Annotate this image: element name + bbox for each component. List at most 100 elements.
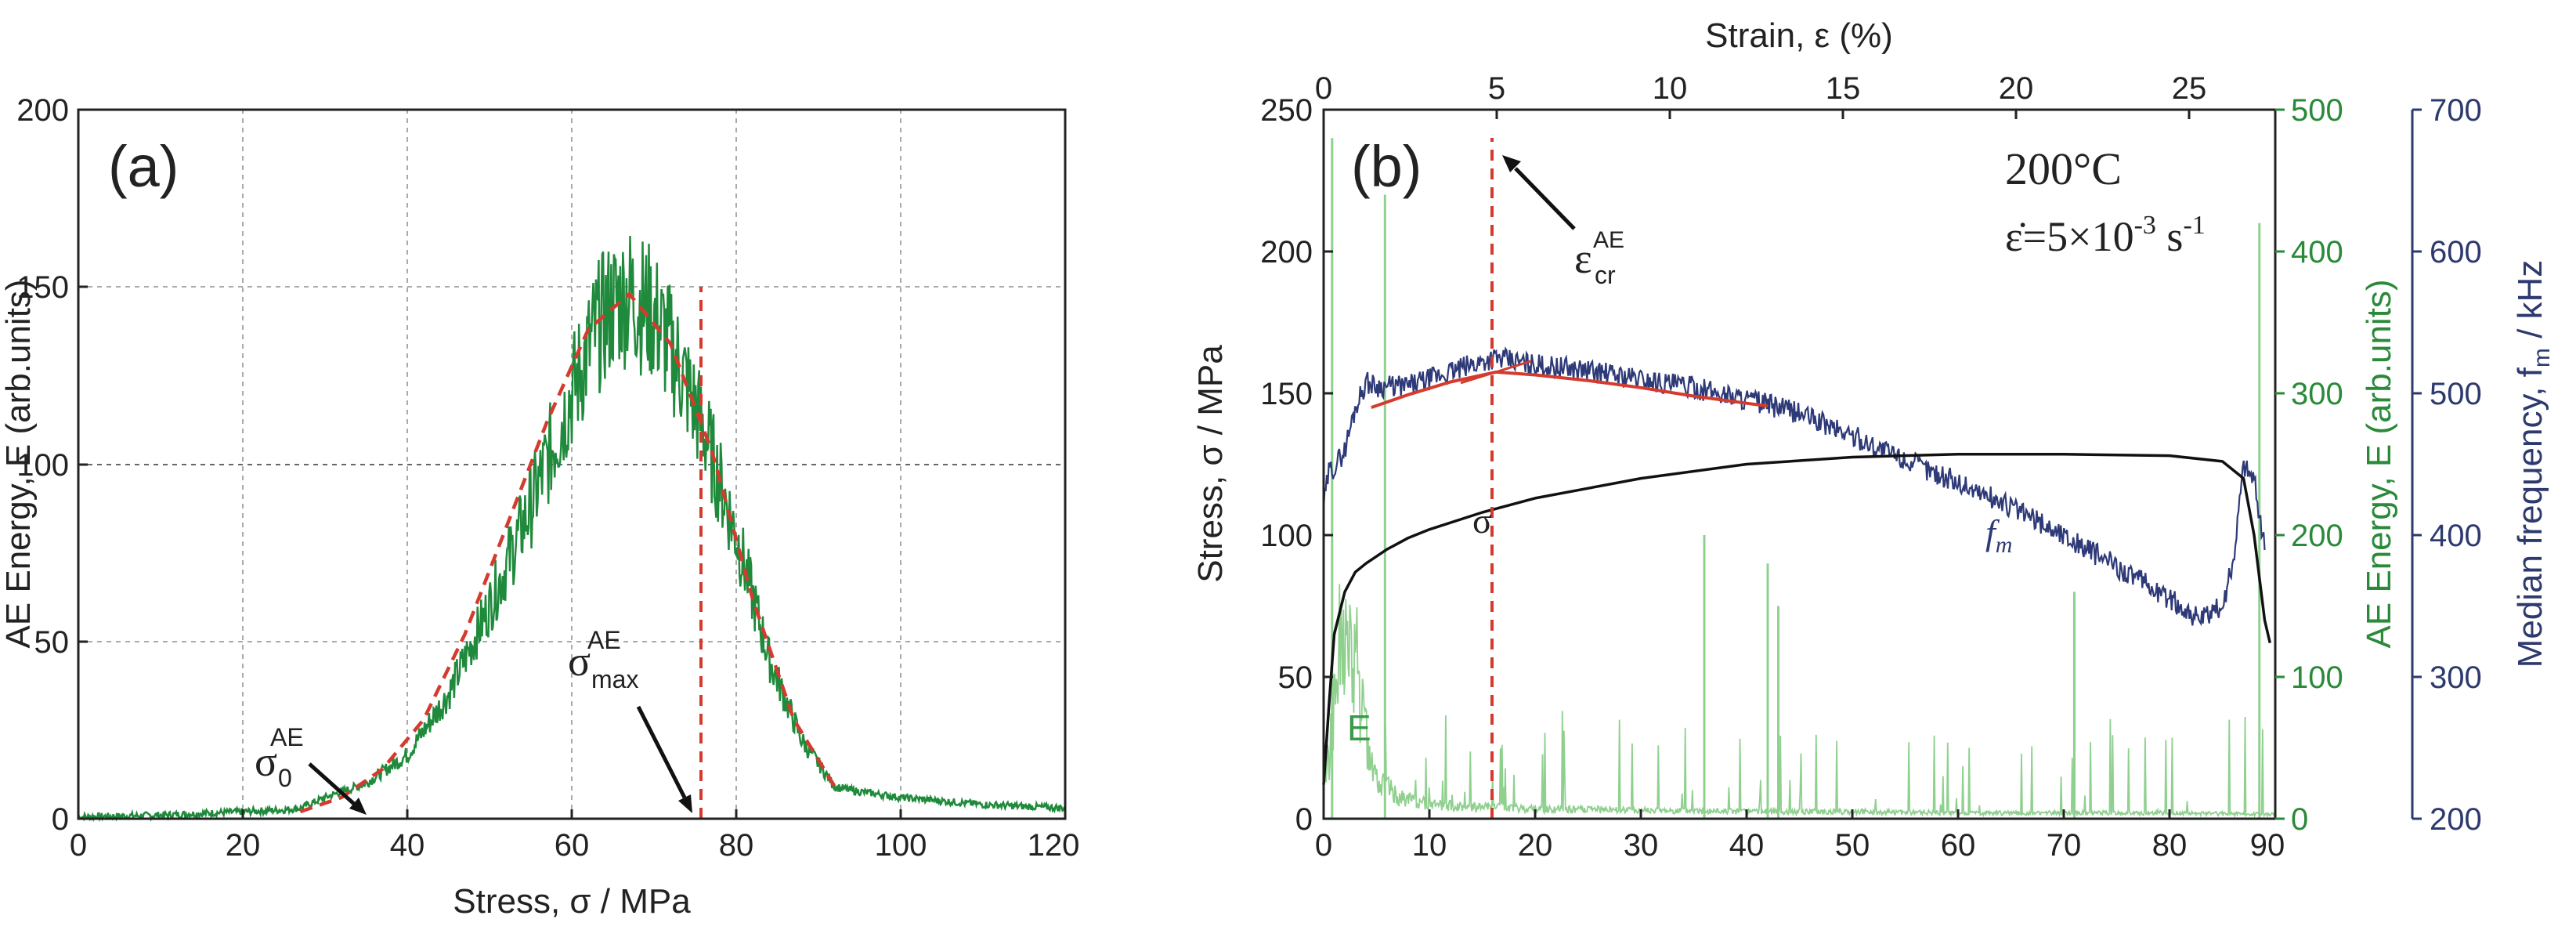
top-x-tick-label: 25 [2172, 71, 2207, 106]
x-tick-label: 60 [1941, 828, 1976, 863]
strain-rate-exp: -3 [2134, 211, 2156, 240]
y-tick-label: 150 [1260, 377, 1313, 411]
y-tick-label: 50 [1278, 660, 1313, 695]
strain-rate-label: ε̇=5×10-3 s-1 [2005, 211, 2206, 260]
panel-a-label: (a) [108, 134, 179, 199]
epsilon-cr-sup: AE [1593, 227, 1624, 253]
panel-b-freq-axis-title: Median frequency, fm / kHz [2511, 260, 2555, 668]
strain-rate-unit: s [2156, 213, 2184, 260]
x-tick-label: 80 [719, 828, 754, 863]
freq-axis-title-sub: m [2529, 348, 2555, 367]
energy-curve-label: E [1347, 707, 1371, 748]
panel-a-x-ticks: 0 20 40 60 80 100 120 [70, 809, 1080, 863]
y2-tick-label: 100 [2291, 660, 2343, 695]
sigma-0-sup: AE [270, 723, 304, 751]
strain-rate-unit-exp: -1 [2183, 211, 2205, 240]
x-tick-label: 80 [2152, 828, 2188, 863]
y-tick-label: 150 [16, 270, 69, 305]
y2-tick-label: 300 [2291, 377, 2343, 411]
panel-b-ae-axis-title: AE Energy, E (arb.units) [2360, 279, 2398, 648]
x-tick-label: 100 [875, 828, 927, 863]
temperature-label: 200°C [2005, 143, 2122, 194]
epsilon-cr-arrow [1514, 167, 1576, 230]
x-tick-label: 30 [1624, 828, 1659, 863]
sigma-max-annotation: σ max AE [568, 626, 692, 813]
fit-crossing-mark [1460, 360, 1532, 385]
panel-b-label: (b) [1351, 134, 1422, 199]
x-tick-label: 0 [1315, 828, 1332, 863]
sigma-0-arrowhead [349, 798, 367, 815]
y3-tick-label: 300 [2430, 660, 2482, 695]
y-tick-label: 200 [1260, 235, 1313, 270]
x-tick-label: 40 [1729, 828, 1765, 863]
freq-axis-title-main: Median frequency, f [2511, 367, 2549, 668]
x-tick-label: 50 [1835, 828, 1870, 863]
y3-tick-label: 400 [2430, 519, 2482, 553]
x-tick-label: 60 [555, 828, 590, 863]
panel-b-freq-axis: 200 300 400 500 600 700 Median frequency… [2411, 93, 2555, 837]
y-tick-label: 100 [1260, 519, 1313, 553]
panel-a-y-axis-title: AE Energy, E (arb.units) [0, 279, 38, 648]
y2-tick-label: 0 [2291, 802, 2308, 837]
y-tick-label: 0 [1295, 802, 1313, 837]
panel-b-left-axis-title: Stress, σ / MPa [1191, 345, 1230, 583]
epsilon-cr-symbol: ε [1574, 235, 1592, 282]
panel-a: 0 20 40 60 80 100 120 0 50 100 150 200 S… [0, 93, 1079, 921]
top-x-tick-label: 0 [1315, 71, 1332, 106]
y-tick-label: 200 [16, 93, 69, 128]
x-tick-label: 120 [1028, 828, 1080, 863]
sigma-0-symbol: σ [255, 738, 277, 785]
freq-curve-label-sub: m [1996, 532, 2013, 558]
top-x-tick-label: 15 [1826, 71, 1861, 106]
sigma-0-annotation: σ 0 AE [255, 723, 367, 815]
y2-tick-label: 500 [2291, 93, 2343, 128]
y3-tick-label: 500 [2430, 377, 2482, 411]
x-tick-label: 40 [390, 828, 425, 863]
panel-a-x-axis-title: Stress, σ / MPa [453, 882, 691, 921]
top-x-tick-label: 5 [1488, 71, 1505, 106]
sigma-max-arrow [636, 705, 687, 799]
panel-a-y-ticks: 0 50 100 150 200 [16, 93, 88, 837]
panel-b: 0 10 20 30 40 50 60 70 80 90 0 5 10 15 2… [1191, 16, 2555, 863]
x-tick-label: 10 [1412, 828, 1447, 863]
panel-b-frame [1322, 108, 2277, 820]
freq-axis-title-tail: / kHz [2511, 260, 2549, 348]
epsilon-cr-sub: cr [1595, 261, 1616, 289]
top-x-tick-label: 20 [1999, 71, 2034, 106]
y2-tick-label: 200 [2291, 519, 2343, 553]
y3-tick-label: 700 [2430, 93, 2482, 128]
sigma-max-sup: AE [587, 626, 621, 654]
panel-b-top-x-ticks: 0 5 10 15 20 25 [1315, 71, 2206, 119]
y-tick-label: 100 [16, 448, 69, 483]
sigma-max-arrowhead [678, 794, 692, 813]
y-tick-label: 50 [34, 625, 70, 660]
sigma-0-sub: 0 [278, 764, 292, 792]
x-tick-label: 0 [70, 828, 87, 863]
x-tick-label: 70 [2047, 828, 2082, 863]
epsilon-cr-arrowhead [1502, 155, 1521, 172]
x-tick-label: 20 [1518, 828, 1553, 863]
panel-b-x-ticks: 0 10 20 30 40 50 60 70 80 90 [1315, 809, 2285, 863]
sigma-max-sub: max [591, 665, 638, 693]
median-frequency-line [1322, 346, 2266, 627]
y-tick-label: 0 [52, 802, 69, 837]
x-tick-label: 20 [226, 828, 261, 863]
fit-dashed-line [299, 291, 836, 814]
stress-curve-label: σ [1472, 501, 1492, 541]
sigma-max-symbol: σ [568, 638, 591, 685]
panel-a-grid [78, 110, 1065, 819]
top-x-tick-label: 10 [1653, 71, 1688, 106]
y3-tick-label: 600 [2430, 235, 2482, 270]
frequency-fit-line [1371, 370, 1769, 409]
strain-rate-main: ε̇=5×10 [2005, 213, 2134, 260]
x-tick-label: 90 [2250, 828, 2285, 863]
freq-curve-label: fm [1985, 512, 2012, 558]
epsilon-cr-annotation: ε cr AE [1502, 155, 1624, 289]
y2-tick-label: 400 [2291, 235, 2343, 270]
sigma-0-arrow [308, 762, 356, 805]
panel-b-data [1322, 138, 2276, 819]
ae-energy-line [1323, 584, 2276, 819]
panel-b-ae-axis: 0 100 200 300 400 500 AE Energy, E (arb.… [2275, 93, 2398, 837]
y-tick-label: 250 [1260, 93, 1313, 128]
